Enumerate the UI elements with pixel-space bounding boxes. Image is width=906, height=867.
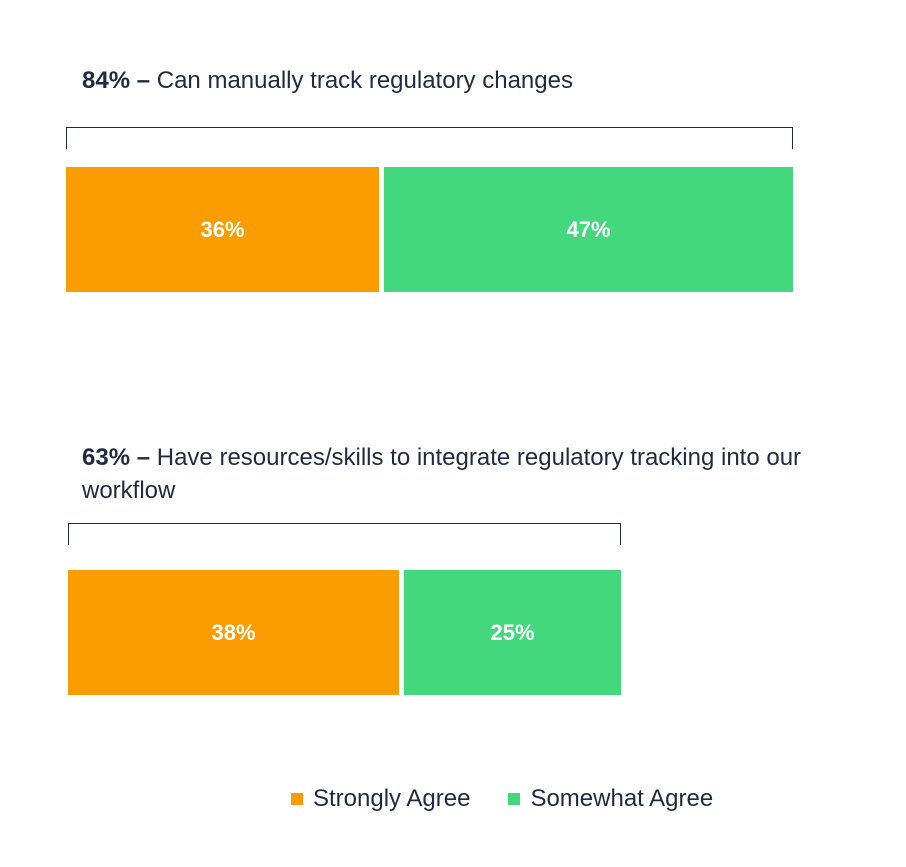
group-2-bar-somewhat: 25% <box>404 570 621 695</box>
legend-swatch-strongly <box>291 793 303 805</box>
group-2-total: 63% <box>82 444 131 471</box>
legend-item-somewhat: Somewhat Agree <box>508 785 713 813</box>
group-2-bar-somewhat-label: 25% <box>490 619 535 645</box>
group-1-total: 84% <box>82 67 131 94</box>
group-2-description: Have resources/skills to integrate regul… <box>82 444 802 504</box>
group-1-description: Can manually track regulatory changes <box>156 67 573 94</box>
group-1-bar-strongly: 36% <box>66 167 379 292</box>
legend-label-somewhat: Somewhat Agree <box>530 785 714 812</box>
group-1-bar-strongly-label: 36% <box>200 216 245 242</box>
group-2-bracket <box>68 523 621 545</box>
legend-item-strongly: Strongly Agree <box>291 785 470 813</box>
legend-swatch-somewhat <box>508 793 521 805</box>
group-1-dash: – <box>136 67 151 94</box>
group-1-bracket <box>66 127 793 149</box>
group-2-bar-strongly: 38% <box>68 570 399 695</box>
group-1-heading: 84% – Can manually track regulatory chan… <box>82 64 872 97</box>
legend-label-strongly: Strongly Agree <box>313 785 471 812</box>
group-2-heading: 63% – Have resources/skills to integrate… <box>82 441 872 507</box>
group-1-bar-somewhat-label: 47% <box>566 216 611 242</box>
group-2-dash: – <box>136 444 151 471</box>
group-1-bar-somewhat: 47% <box>384 167 793 292</box>
legend: Strongly Agree Somewhat Agree <box>291 785 751 813</box>
group-2-bar-strongly-label: 38% <box>211 619 256 645</box>
